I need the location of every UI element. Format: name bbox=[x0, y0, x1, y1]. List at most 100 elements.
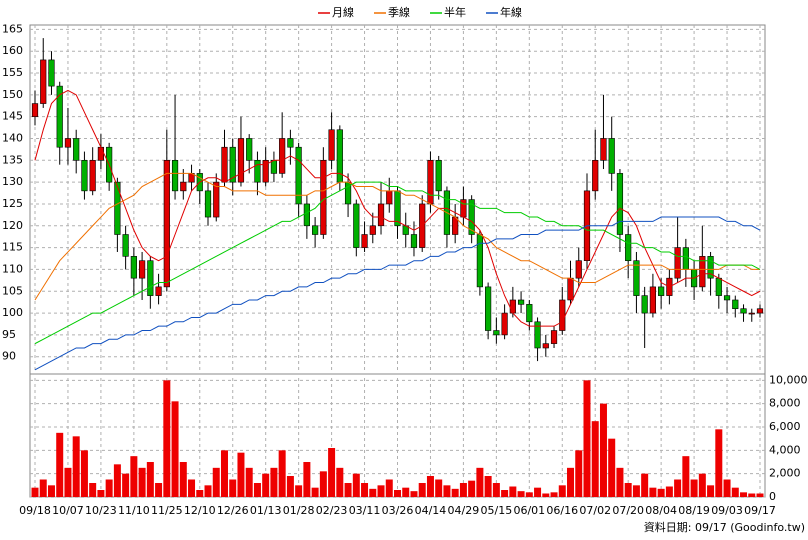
volume-bar bbox=[146, 462, 154, 497]
y-tick-label: 150 bbox=[2, 88, 23, 101]
volume-bar bbox=[641, 473, 649, 497]
candle-body bbox=[542, 343, 549, 349]
y-tick-label: 105 bbox=[2, 284, 23, 297]
candle-body bbox=[674, 247, 681, 279]
candle-body bbox=[633, 260, 640, 296]
footer: 資料日期: 09/17 (Goodinfo.tw) bbox=[644, 520, 805, 534]
candle-body bbox=[756, 308, 764, 314]
candle-body bbox=[237, 138, 245, 183]
candle-body bbox=[130, 256, 137, 279]
candle-body bbox=[361, 234, 368, 248]
volume-bar bbox=[179, 462, 187, 497]
y-tick-label: 160 bbox=[2, 44, 23, 57]
x-tick-label: 01/28 bbox=[283, 504, 315, 517]
volume-bar bbox=[278, 450, 286, 497]
volume-bar bbox=[319, 471, 327, 497]
volume-bar bbox=[262, 473, 270, 497]
volume-bar bbox=[303, 462, 311, 497]
candle-body bbox=[682, 247, 689, 270]
volume-bar bbox=[229, 479, 237, 497]
x-tick-label: 03/11 bbox=[349, 504, 381, 517]
candle-body bbox=[64, 138, 72, 148]
volume-bar bbox=[591, 421, 599, 497]
candle-body bbox=[287, 138, 294, 148]
x-tick-label: 08/19 bbox=[678, 504, 710, 517]
candle-body bbox=[254, 160, 261, 183]
volume-bar bbox=[410, 491, 418, 497]
volume-bar bbox=[171, 401, 179, 497]
volume-bar bbox=[72, 436, 80, 497]
volume-bar bbox=[418, 483, 426, 497]
y-tick-label: 155 bbox=[2, 66, 23, 79]
volume-bar bbox=[649, 487, 657, 497]
candle-body bbox=[410, 234, 418, 248]
candle-body bbox=[262, 160, 269, 183]
volume-bar bbox=[369, 488, 377, 497]
candle-body bbox=[353, 203, 360, 248]
y-tick-label: 165 bbox=[2, 22, 23, 35]
volume-bar bbox=[212, 467, 220, 497]
volume-bar bbox=[616, 467, 624, 497]
x-tick-label: 06/16 bbox=[546, 504, 578, 517]
volume-bar bbox=[459, 483, 467, 497]
volume-bar bbox=[352, 473, 360, 497]
y2-tick-label: 2,000 bbox=[769, 467, 801, 480]
x-tick-label: 04/29 bbox=[448, 504, 480, 517]
y2-tick-label: 4,000 bbox=[769, 443, 801, 456]
legend-label: 季線 bbox=[388, 5, 410, 19]
volume-bar bbox=[756, 493, 764, 497]
volume-bar bbox=[344, 483, 352, 497]
candle-body bbox=[658, 286, 665, 296]
volume-bar bbox=[196, 490, 204, 497]
volume-bar bbox=[394, 490, 401, 497]
volume-bar bbox=[56, 432, 64, 497]
x-tick-label: 09/18 bbox=[19, 504, 51, 517]
y-tick-label: 110 bbox=[2, 262, 23, 275]
volume-bar bbox=[47, 485, 55, 497]
volume-bar bbox=[715, 429, 723, 497]
volume-bar bbox=[237, 452, 245, 497]
x-tick-label: 04/14 bbox=[415, 504, 447, 517]
volume-bar bbox=[426, 476, 434, 497]
volume-bar bbox=[39, 479, 47, 497]
candle-body bbox=[600, 138, 607, 161]
candle-body bbox=[40, 59, 47, 104]
y2-tick-label: 10,000 bbox=[769, 373, 808, 386]
y-tick-label: 90 bbox=[2, 350, 16, 363]
y2-tick-label: 6,000 bbox=[769, 420, 801, 433]
y-tick-label: 115 bbox=[2, 241, 23, 254]
candle-body bbox=[699, 256, 706, 288]
volume-bar bbox=[525, 492, 533, 497]
volume-bar bbox=[270, 467, 278, 497]
volume-bar bbox=[89, 483, 97, 497]
volume-bar bbox=[138, 467, 146, 497]
candle-body bbox=[139, 260, 146, 279]
candle-body bbox=[295, 146, 302, 205]
volume-bar bbox=[130, 456, 138, 497]
candle-body bbox=[526, 304, 533, 323]
volume-bar bbox=[575, 450, 583, 497]
candle-body bbox=[155, 286, 162, 296]
ma-line bbox=[34, 172, 760, 301]
volume-bar bbox=[64, 467, 72, 497]
volume-bar bbox=[583, 380, 591, 497]
volume-bar bbox=[476, 467, 484, 497]
candle-body bbox=[328, 129, 335, 161]
y-tick-label: 135 bbox=[2, 153, 23, 166]
candle-body bbox=[534, 321, 541, 349]
volume-bar bbox=[731, 487, 739, 497]
y2-tick-label: 8,000 bbox=[769, 397, 801, 410]
y-tick-label: 140 bbox=[2, 131, 23, 144]
candle-body bbox=[501, 312, 508, 336]
volume-bar bbox=[542, 493, 550, 497]
candle-body bbox=[221, 146, 228, 183]
volume-bar bbox=[534, 487, 542, 497]
volume-bar bbox=[599, 403, 607, 497]
candle-body bbox=[559, 299, 566, 331]
x-tick-label: 12/26 bbox=[217, 504, 249, 517]
x-tick-label: 07/02 bbox=[579, 504, 611, 517]
candle-body bbox=[122, 234, 129, 257]
candle-body bbox=[147, 260, 154, 296]
candle-body bbox=[567, 277, 574, 301]
volume-bar bbox=[361, 483, 369, 497]
